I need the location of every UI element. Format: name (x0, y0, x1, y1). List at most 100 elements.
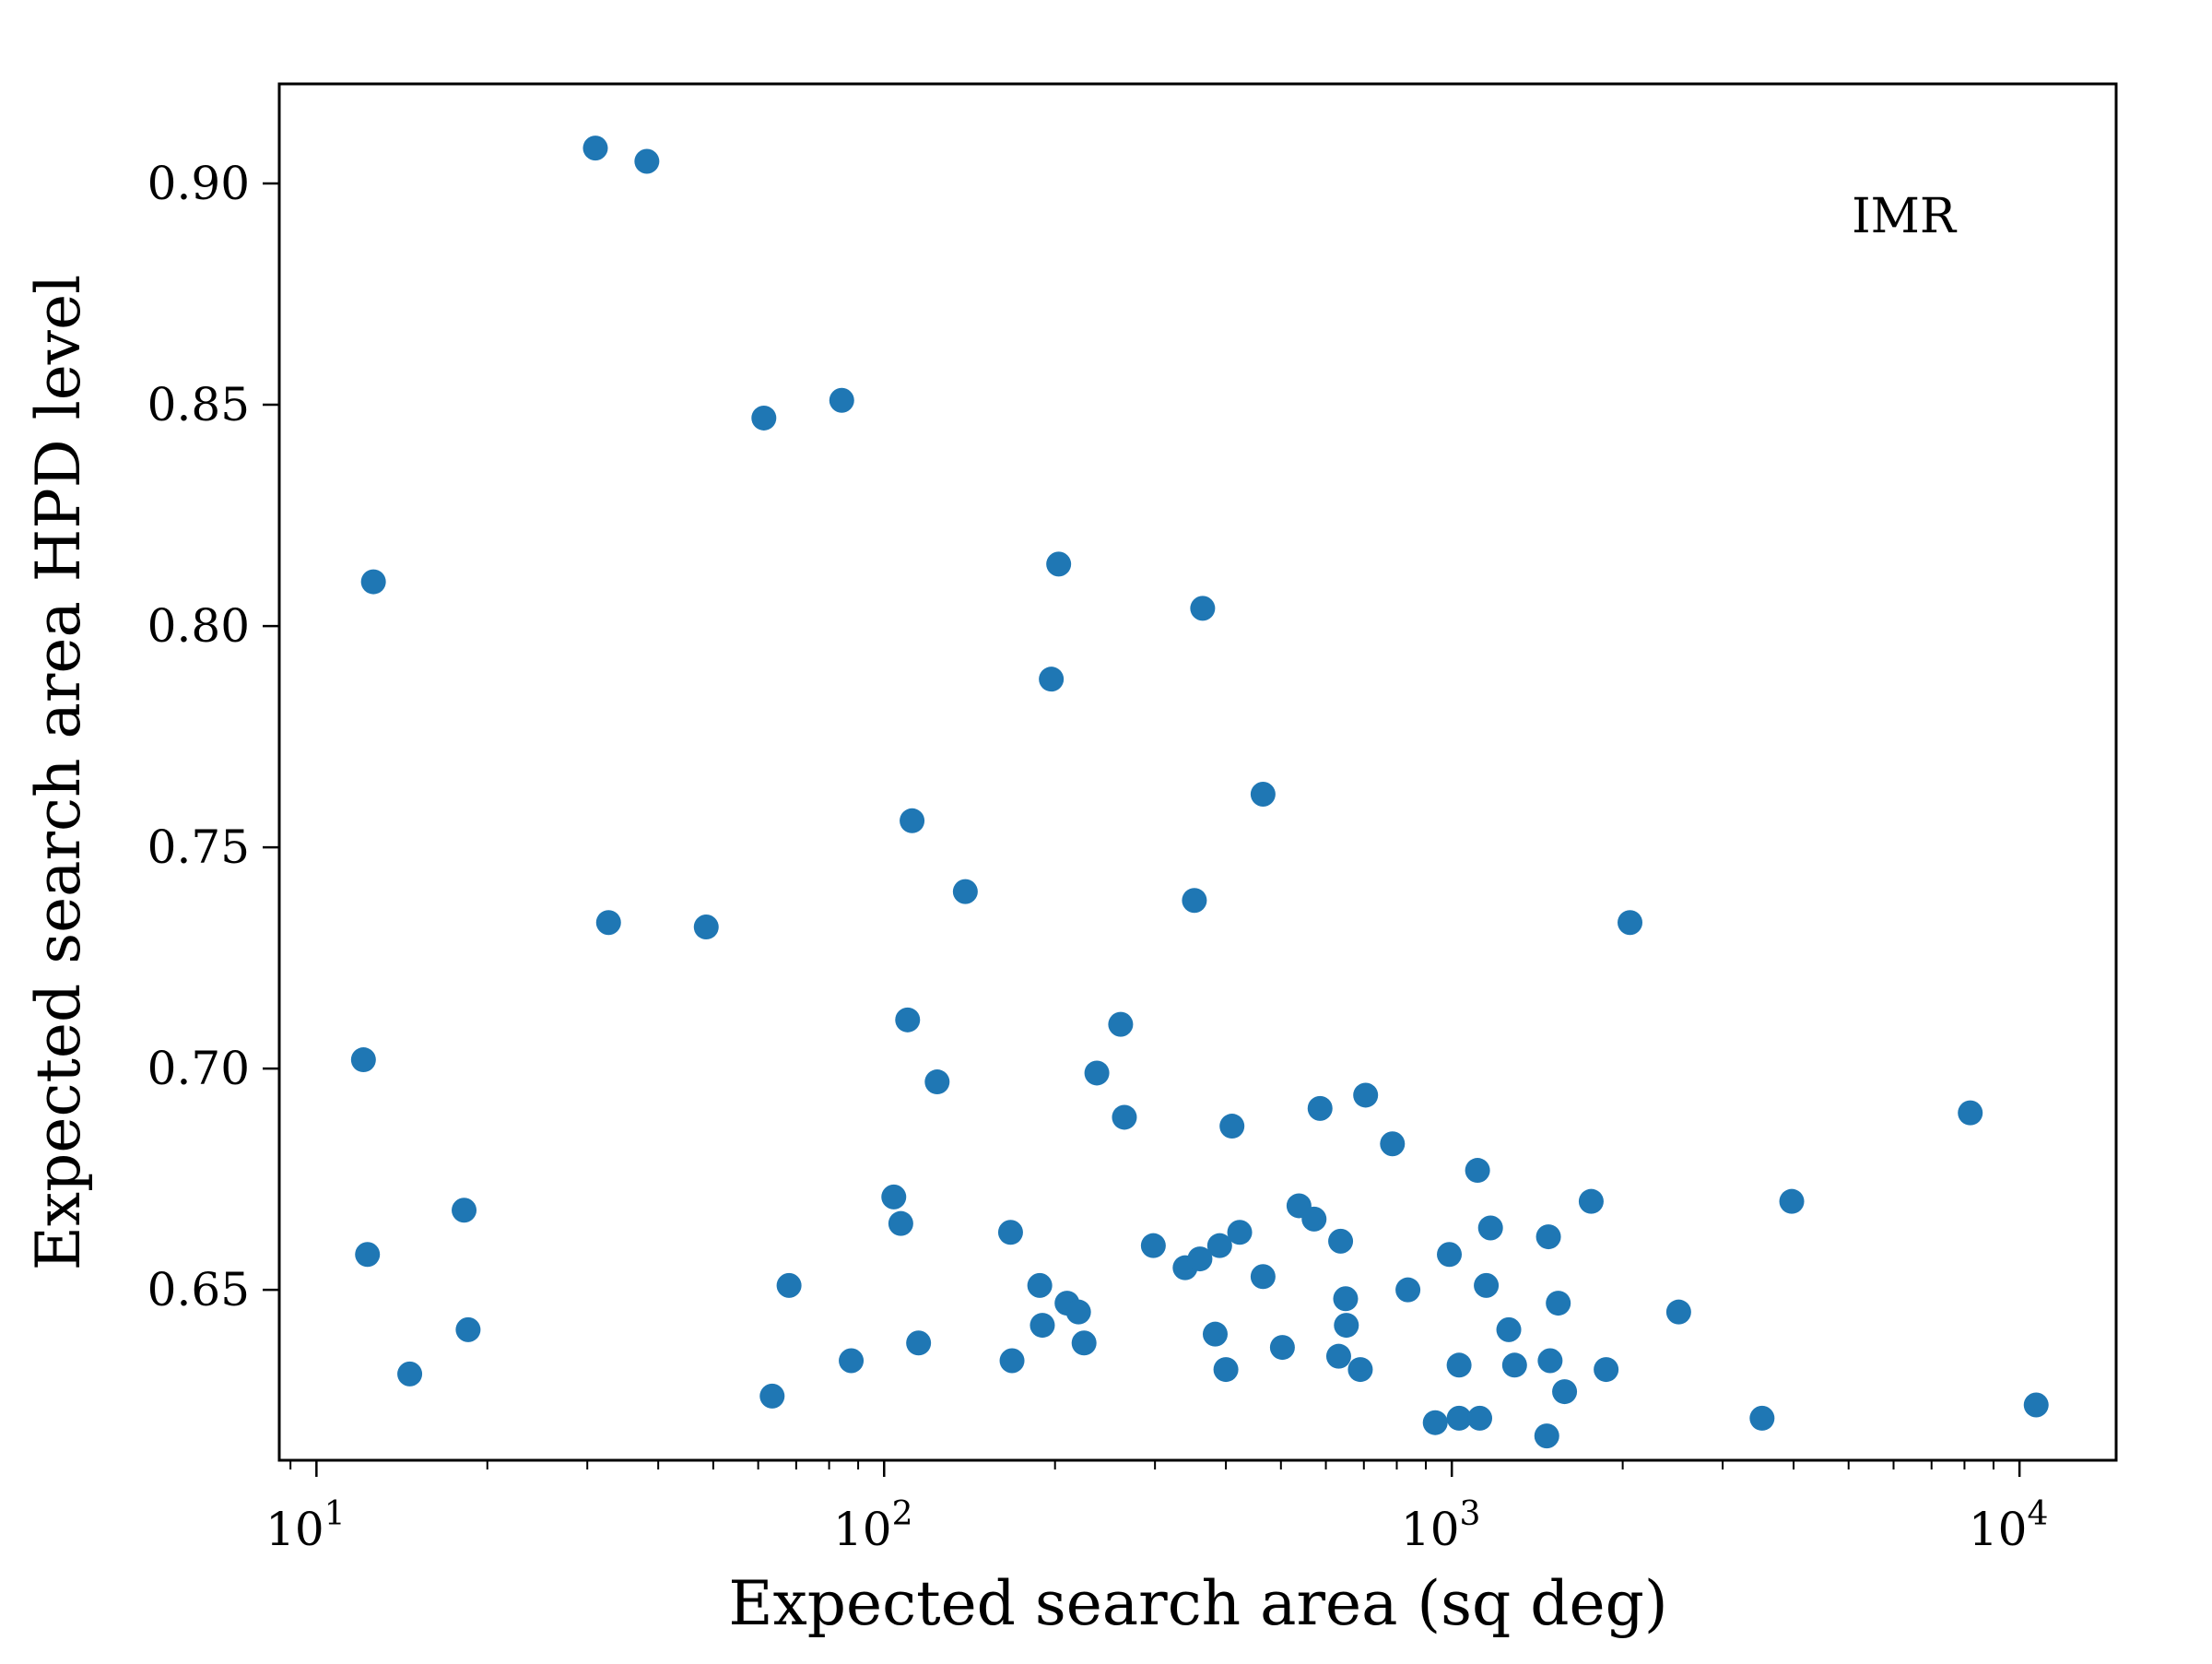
x-axis-title: Expected search area (sq deg) (728, 1568, 1667, 1639)
data-point (829, 387, 854, 413)
data-point (1213, 1357, 1239, 1383)
data-point (1187, 1246, 1213, 1272)
data-point (1749, 1405, 1775, 1431)
data-point (906, 1330, 932, 1356)
data-point (1027, 1272, 1053, 1298)
data-point (1594, 1357, 1619, 1383)
x-tick-label: 101 (265, 1495, 346, 1556)
data-point (1422, 1410, 1448, 1435)
data-point (751, 405, 777, 431)
data-point (355, 1242, 381, 1268)
data-point (1395, 1277, 1421, 1303)
data-points (350, 136, 2049, 1449)
data-point (1182, 888, 1207, 914)
data-point (1501, 1352, 1527, 1378)
x-tick-exponent: 2 (892, 1495, 913, 1533)
y-tick-label: 0.70 (147, 1042, 250, 1095)
data-point (452, 1198, 477, 1223)
data-point (1334, 1313, 1359, 1339)
data-point (1250, 1264, 1276, 1290)
data-point (1084, 1060, 1110, 1086)
data-point (952, 879, 978, 904)
data-point (1219, 1114, 1245, 1139)
data-point (1437, 1242, 1463, 1268)
data-point (1578, 1188, 1604, 1214)
data-point (1190, 596, 1216, 621)
data-point (1347, 1357, 1373, 1383)
data-point (350, 1047, 376, 1073)
data-point (1535, 1224, 1561, 1250)
data-point (1618, 910, 1643, 936)
x-axis: 101 102 103 104 (265, 1460, 2048, 1556)
y-tick-label: 0.85 (147, 378, 250, 431)
data-point (1140, 1233, 1166, 1258)
data-point (776, 1272, 802, 1298)
data-point (693, 915, 719, 940)
data-point (999, 1348, 1025, 1374)
data-point (759, 1383, 785, 1409)
x-tick-exponent: 4 (2027, 1495, 2048, 1533)
data-point (1301, 1206, 1327, 1232)
data-point (1380, 1131, 1406, 1157)
y-tick-label: 0.80 (147, 599, 250, 653)
data-point (1552, 1379, 1578, 1405)
imr-annotation: IMR (1852, 189, 1958, 244)
x-tick-exponent: 1 (324, 1495, 346, 1533)
y-axis-title: Expected search area HPD level (23, 275, 94, 1271)
y-tick-label: 0.75 (147, 820, 250, 874)
data-point (900, 808, 925, 833)
data-point (634, 148, 660, 174)
data-point (1065, 1299, 1091, 1325)
data-point (1227, 1220, 1253, 1245)
data-point (895, 1007, 921, 1033)
data-point (1039, 667, 1065, 692)
data-point (1446, 1352, 1472, 1378)
y-axis: 0.65 0.70 0.75 0.80 0.85 0.90 (147, 157, 279, 1316)
data-point (1030, 1313, 1055, 1339)
x-tick-base: 10 (1969, 1503, 2028, 1556)
data-point (1546, 1291, 1571, 1316)
data-point (839, 1348, 865, 1374)
data-point (1206, 1233, 1232, 1258)
data-point (1446, 1405, 1472, 1431)
data-point (924, 1069, 950, 1095)
y-tick-label: 0.65 (147, 1263, 250, 1316)
x-tick-label: 103 (1401, 1495, 1481, 1556)
data-point (1534, 1423, 1559, 1449)
data-point (1250, 782, 1276, 808)
data-point (1467, 1405, 1493, 1431)
data-point (1202, 1321, 1228, 1347)
x-tick-base: 10 (833, 1503, 892, 1556)
data-point (1665, 1299, 1691, 1325)
data-point (1779, 1188, 1805, 1214)
data-point (1307, 1095, 1333, 1121)
data-point (1474, 1272, 1500, 1298)
data-point (1537, 1348, 1563, 1374)
data-point (582, 136, 608, 161)
plot-frame (277, 82, 2118, 1462)
data-point (1112, 1104, 1137, 1130)
data-point (1477, 1215, 1503, 1241)
data-point (455, 1316, 481, 1342)
data-point (1465, 1158, 1490, 1184)
x-tick-base: 10 (265, 1503, 324, 1556)
x-tick-base: 10 (1401, 1503, 1460, 1556)
data-point (1496, 1316, 1522, 1342)
data-point (595, 910, 621, 936)
data-point (2023, 1392, 2049, 1418)
x-tick-label: 102 (833, 1495, 913, 1556)
data-point (1325, 1343, 1351, 1369)
data-point (881, 1184, 907, 1210)
data-point (1046, 551, 1072, 577)
y-tick-label: 0.90 (147, 157, 250, 210)
data-point (997, 1220, 1023, 1245)
data-point (1333, 1286, 1359, 1312)
data-point (1108, 1011, 1134, 1037)
data-point (397, 1361, 423, 1387)
x-tick-exponent: 3 (1460, 1495, 1481, 1533)
data-point (888, 1210, 913, 1236)
data-point (1071, 1330, 1097, 1356)
data-point (1269, 1335, 1295, 1361)
